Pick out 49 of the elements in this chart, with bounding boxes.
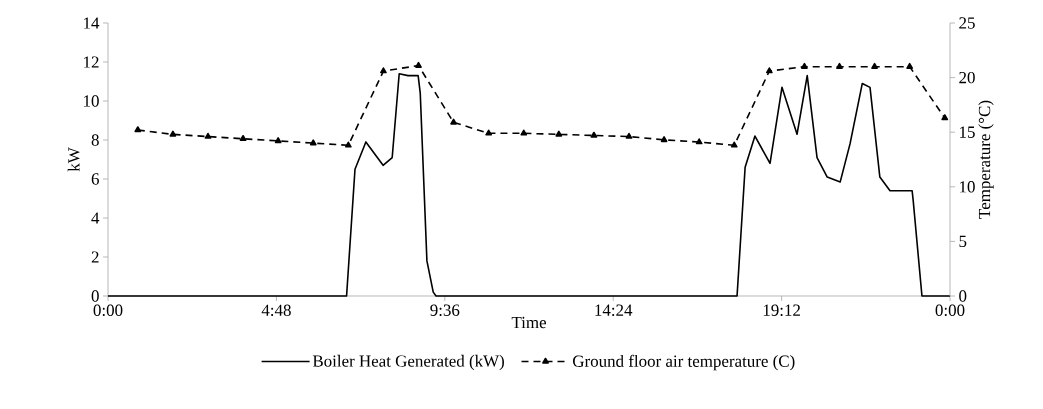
y-tick-label: 12 (84, 56, 99, 68)
legend-label: Ground floor air temperature (C) (572, 354, 795, 371)
y2-tick-label: 10 (960, 181, 975, 193)
point (520, 129, 528, 136)
point (730, 141, 738, 148)
point (590, 131, 598, 138)
y-tick-label: 4 (91, 212, 100, 224)
point (204, 132, 212, 139)
point (836, 62, 843, 69)
legend-label: Boiler Heat Generated (kW) (312, 354, 504, 371)
x-tick-label: 0:00 (93, 304, 123, 317)
x-tick-label: 9:36 (430, 304, 460, 316)
x-tick-label: 4:48 (261, 304, 291, 317)
point (450, 118, 457, 125)
y-tick-label: 6 (91, 173, 99, 185)
point (765, 67, 773, 74)
point (239, 134, 247, 142)
point (344, 141, 352, 148)
point (380, 67, 387, 74)
x-tick-label: 19:12 (763, 304, 800, 316)
point (801, 62, 808, 69)
y2-tick-label: 25 (959, 17, 975, 29)
y-tick-label: 10 (84, 95, 99, 107)
point (941, 114, 949, 121)
point (274, 137, 282, 144)
point (309, 139, 317, 146)
point (906, 62, 914, 69)
point (555, 130, 563, 137)
y-axis-title: kW (67, 147, 80, 172)
y2-tick-label: 0 (959, 290, 967, 302)
point (660, 136, 668, 143)
point (134, 126, 142, 133)
y2-tick-label: 15 (960, 126, 975, 138)
y-tick-label: 8 (91, 134, 99, 146)
point (695, 138, 703, 145)
x-tick-label: 14:24 (595, 304, 633, 316)
point (169, 130, 177, 137)
y-tick-label: 0 (91, 290, 99, 302)
point (625, 132, 633, 139)
y2-axis-title: Temperature (°C) (978, 100, 994, 219)
y-tick-label: 2 (91, 251, 99, 263)
y2-tick-label: 5 (959, 235, 967, 248)
y-tick-label: 14 (84, 17, 100, 29)
x-tick-label: 0:00 (935, 304, 965, 317)
y2-tick-label: 20 (959, 71, 975, 84)
point (485, 129, 493, 136)
point (871, 62, 878, 69)
point (415, 61, 422, 68)
x-axis-title: Time (511, 316, 547, 329)
